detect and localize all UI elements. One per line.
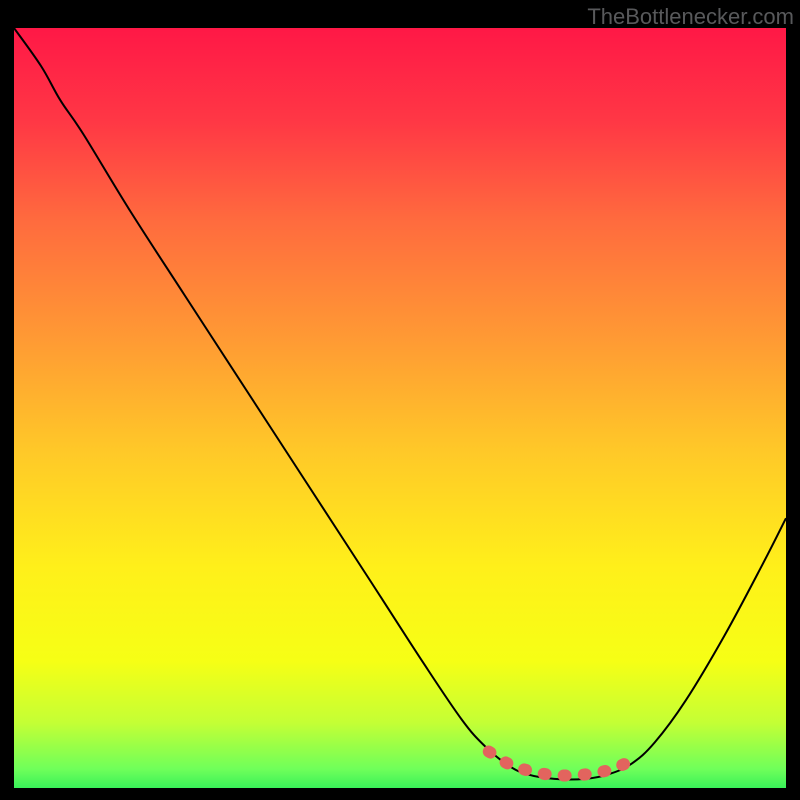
curve-layer bbox=[14, 28, 786, 788]
bottleneck-curve bbox=[14, 28, 786, 779]
watermark-text: TheBottlenecker.com bbox=[587, 4, 794, 30]
plot-area bbox=[14, 28, 786, 788]
